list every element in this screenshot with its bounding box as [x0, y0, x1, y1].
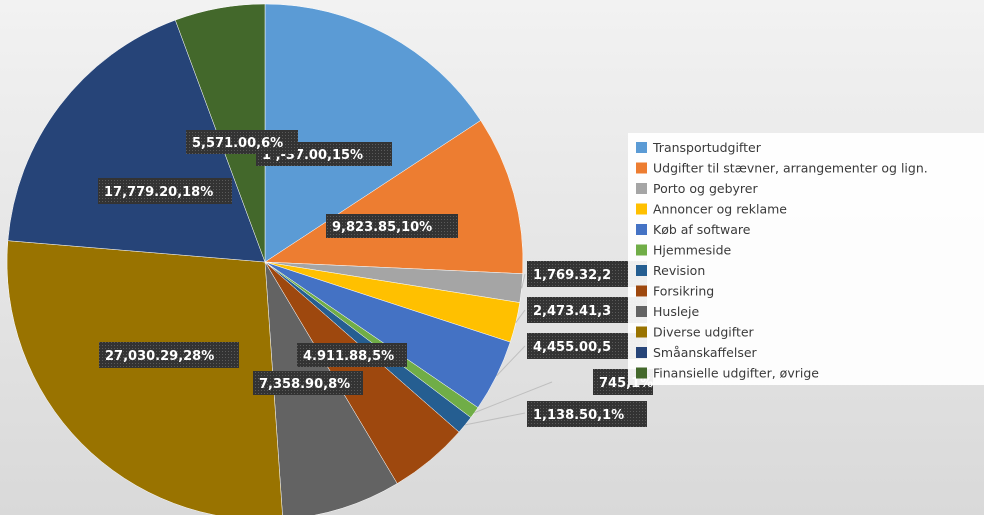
- legend-item: Køb af software: [636, 222, 751, 237]
- legend-item: Transportudgifter: [636, 140, 762, 155]
- legend-swatch: [636, 183, 647, 194]
- pie-slices: [6, 3, 524, 515]
- legend-label: Hjemmeside: [653, 243, 732, 258]
- data-label-text: 1,769.32,2: [533, 268, 611, 283]
- legend-item: Husleje: [636, 304, 699, 319]
- legend-item: Forsikring: [636, 284, 714, 299]
- data-label-text: 7,358.90,8%: [259, 377, 350, 392]
- leader-line: [515, 309, 526, 323]
- legend-swatch: [636, 244, 647, 256]
- legend-label: Husleje: [653, 304, 699, 319]
- legend-box: [628, 133, 984, 385]
- data-label: 7,358.90,8%: [253, 371, 363, 395]
- legend-item: Småanskaffelser: [636, 345, 758, 360]
- data-label: 5,571.00,6%: [186, 130, 298, 154]
- legend-swatch: [636, 367, 647, 379]
- legend-item: Diverse udgifter: [636, 325, 755, 340]
- legend-item: Annoncer og reklame: [636, 202, 787, 217]
- data-label-text: 2,473.41,3: [533, 304, 611, 319]
- data-label-box: [527, 401, 647, 427]
- leader-line: [496, 345, 526, 377]
- data-label-box: [527, 297, 647, 323]
- data-label-box: [527, 333, 647, 359]
- data-label-box: [98, 178, 232, 204]
- legend-swatch: [636, 265, 647, 276]
- data-label: 17,779.20,18%: [98, 178, 232, 204]
- legend-label: Diverse udgifter: [653, 325, 755, 340]
- legend: Transportudgifter Udgifter til stævner, a…: [628, 133, 984, 385]
- data-label: 1,138.50,1%: [527, 401, 647, 427]
- data-label-box: [99, 342, 239, 368]
- legend-label: Porto og gebyrer: [653, 181, 758, 196]
- data-label: 27,030.29,28%: [99, 342, 239, 368]
- legend-swatch: [636, 142, 647, 153]
- leader-line: [521, 273, 526, 289]
- legend-item: Udgifter til stævner, arrangementer og l…: [636, 161, 928, 176]
- legend-swatch: [636, 224, 647, 235]
- data-label-text: 9,823.85,10%: [332, 220, 432, 235]
- data-label-text: 27,030.29,28%: [105, 349, 214, 364]
- data-label: 1,769.32,2: [527, 261, 647, 287]
- legend-label: Køb af software: [653, 222, 751, 237]
- legend-label: Transportudgifter: [652, 140, 762, 155]
- legend-label: Finansielle udgifter, øvrige: [653, 366, 819, 381]
- data-label: 9,823.85,10%: [326, 214, 458, 238]
- pie-slice: [6, 240, 283, 515]
- data-labels: 1 ,-37.00,15%9,823.85,10%1,769.32,22,473…: [98, 130, 653, 427]
- data-label-text: 17,779.20,18%: [104, 185, 213, 200]
- leader-line: [465, 412, 526, 426]
- data-label-box: [297, 343, 407, 367]
- data-label-box: [186, 130, 298, 154]
- legend-item: Porto og gebyrer: [636, 181, 758, 196]
- legend-swatch: [636, 347, 647, 358]
- data-label-box: [527, 261, 647, 287]
- data-label: 4.911.88,5%: [297, 343, 407, 367]
- data-label-text: 4,455.00,5: [533, 340, 611, 355]
- legend-swatch: [636, 306, 647, 317]
- legend-swatch: [636, 326, 647, 338]
- legend-label: Revision: [653, 263, 705, 278]
- leader-line: [474, 381, 553, 414]
- legend-label: Udgifter til stævner, arrangementer og l…: [653, 161, 928, 176]
- data-label: 4,455.00,5: [527, 333, 647, 359]
- data-label-text: 1,138.50,1%: [533, 408, 624, 423]
- legend-swatch: [636, 203, 647, 215]
- data-label-text: 4.911.88,5%: [303, 349, 394, 364]
- pie-slice: [264, 3, 482, 263]
- legend-label: Annoncer og reklame: [653, 202, 787, 217]
- leader-lines: [465, 273, 553, 426]
- legend-swatch: [636, 285, 647, 297]
- legend-item: Finansielle udgifter, øvrige: [636, 366, 819, 381]
- legend-label: Forsikring: [653, 284, 714, 299]
- data-label-box: [253, 371, 363, 395]
- legend-swatch: [636, 162, 647, 174]
- data-label-box: [326, 214, 458, 238]
- legend-item: Revision: [636, 263, 705, 278]
- legend-item: Hjemmeside: [636, 243, 732, 258]
- data-label-text: 5,571.00,6%: [192, 136, 283, 151]
- legend-label: Småanskaffelser: [653, 345, 758, 360]
- data-label: 2,473.41,3: [527, 297, 647, 323]
